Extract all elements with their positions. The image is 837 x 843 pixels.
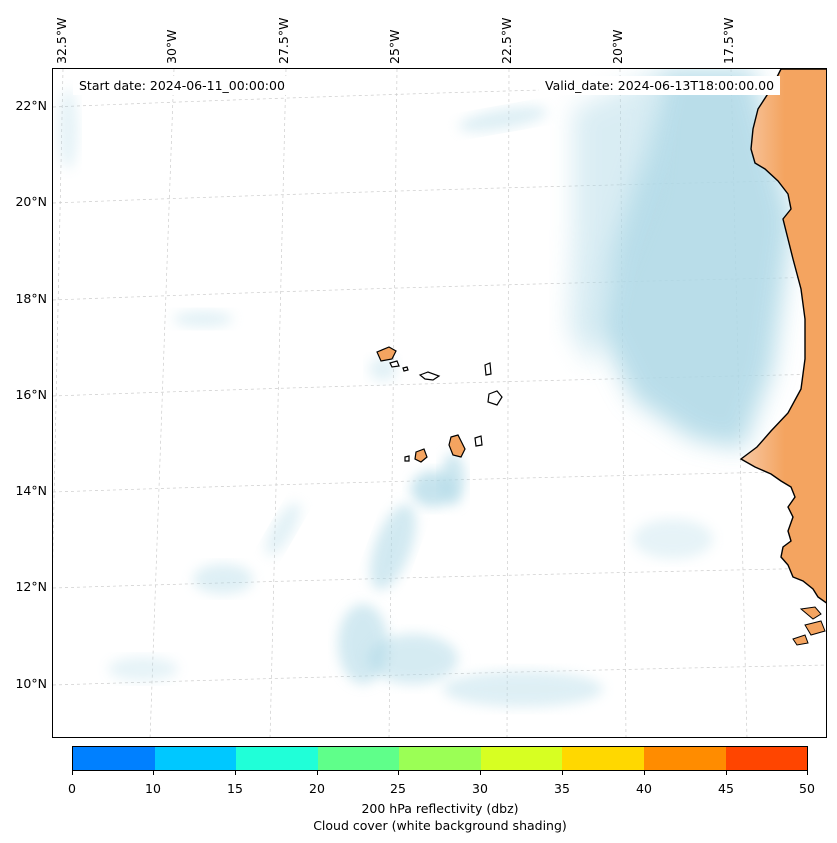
colorbar-segment [317,747,400,770]
latitude-label: 22°N [15,98,47,113]
cloud-cover [58,69,793,707]
latitude-label: 20°N [15,194,47,209]
longitude-label: 20°W [610,29,625,64]
cloud-patch [193,564,253,594]
latitude-label: 18°N [15,291,47,306]
gridline-lat [53,373,826,397]
cloud-patch [265,502,301,556]
cloud-patch [370,504,416,590]
colorbar-tick [644,771,645,775]
valid-date-label: Valid_date: 2024-06-13T18:00:00.00 [539,76,781,95]
colorbar-segment [399,747,481,770]
colorbar-segment [562,747,644,770]
island-sao-nicolau [418,371,441,381]
gridline-lon [269,69,287,737]
colorbar-tick-label: 10 [145,781,161,796]
gridline-lat [53,664,826,686]
gridline-lat [53,179,826,204]
cloud-patch [443,671,603,707]
colorbar-segment [725,747,808,770]
cape-verde-islands [376,346,503,463]
colorbar-tick-label: 15 [227,781,243,796]
island-boa-vista [487,390,503,406]
cloud-patch [441,453,465,505]
island-brava [404,455,410,462]
gridline-lat [53,276,826,301]
colorbar-tick [72,771,73,775]
longitude-label: 17.5°W [721,17,736,64]
colorbar-label: 200 hPa reflectivity (dbz) [361,801,519,816]
island-sal [484,362,492,376]
latitude-label: 10°N [15,676,47,691]
latitude-label: 12°N [15,579,47,594]
latitude-label: 14°N [15,483,47,498]
gridlines [53,69,826,737]
colorbar-tick [317,771,318,775]
cloud-patch [633,519,713,559]
gridline-lon [149,69,175,737]
colorbar-tick-label: 20 [309,781,325,796]
colorbar-segment [643,747,726,770]
gridline-lon [53,69,64,565]
gridline-lon [619,69,627,737]
cloud-patch [368,634,458,684]
longitude-label: 27.5°W [276,17,291,64]
island-santo-antao [376,346,397,362]
colorbar-tick-label: 0 [68,781,76,796]
island-sao-vicente [389,360,400,368]
colorbar-tick-label: 45 [718,781,734,796]
colorbar-tick-label: 40 [636,781,652,796]
island-santiago [448,434,466,458]
longitude-label: 32.5°W [54,17,69,64]
island-fogo [414,448,428,463]
colorbar-tick [562,771,563,775]
colorbar-tick [398,771,399,775]
cloud-patch [58,89,78,169]
cloud-patch [458,106,548,132]
cloud-patch [108,657,178,681]
colorbar [72,746,808,771]
gridline-lon [388,69,398,737]
colorbar-tick-label: 25 [390,781,406,796]
african-coast [739,69,826,604]
map-canvas [53,69,826,737]
colorbar-tick [726,771,727,775]
colorbar-sublabel: Cloud cover (white background shading) [313,818,567,833]
colorbar-tick-label: 35 [554,781,570,796]
latitude-label: 16°N [15,387,47,402]
gridline-lat [53,470,826,493]
colorbar-tick [153,771,154,775]
gridline-lat [53,82,826,108]
cloud-patch [173,311,233,327]
colorbar-tick-label: 30 [472,781,488,796]
colorbar-segment [236,747,318,770]
colorbar-segment [154,747,237,770]
colorbar-tick [480,771,481,775]
coastal-islands [792,606,826,646]
colorbar-segment [73,747,155,770]
gridline-lon [730,69,748,737]
colorbar-tick [235,771,236,775]
cloud-band-east-thin [568,69,663,369]
island-maio [474,435,483,447]
colorbar-segment [480,747,563,770]
longitude-label: 30°W [164,29,179,64]
gridline-lon [506,69,510,737]
gridline-lat [53,567,826,589]
longitude-label: 22.5°W [499,17,514,64]
island-santa-luzia [402,366,409,372]
colorbar-tick [807,771,808,775]
map-area[interactable] [52,68,827,738]
longitude-label: 25°W [387,29,402,64]
colorbar-tick-label: 50 [799,781,815,796]
start-date-label: Start date: 2024-06-11_00:00:00 [73,76,291,95]
